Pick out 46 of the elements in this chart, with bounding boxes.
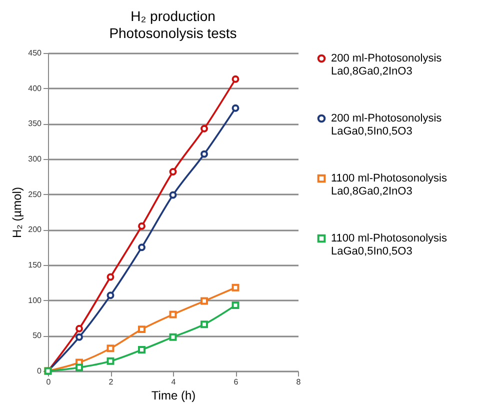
x-axis-title: Time (h) <box>151 388 196 402</box>
y-tick-label: 150 <box>28 260 42 270</box>
y-tick-label: 100 <box>28 296 42 305</box>
point <box>169 191 177 199</box>
point <box>232 302 240 310</box>
y-tick-label: 0 <box>37 366 42 376</box>
y-axis-title: H₂ (µmol) <box>10 187 24 238</box>
x-tick-label: 6 <box>234 378 239 386</box>
point <box>232 284 240 292</box>
point <box>106 273 114 281</box>
x-tick-label: 2 <box>108 378 114 386</box>
point <box>200 124 208 132</box>
point <box>232 75 240 83</box>
point <box>169 168 177 176</box>
legend-label: 200 ml-Photosonolysis La0,8Ga0,2InO3 <box>331 52 442 78</box>
point <box>232 104 240 112</box>
point <box>138 244 146 252</box>
x-tick-label: 0 <box>46 378 52 386</box>
chart-title: H₂ production <box>130 8 216 24</box>
point <box>76 333 83 341</box>
y-tick-label: 350 <box>28 119 42 128</box>
chart-subtitle: Photosonolysis tests <box>109 25 237 41</box>
point <box>200 297 208 305</box>
point <box>138 326 146 334</box>
point <box>106 344 114 352</box>
point <box>169 333 177 341</box>
point <box>200 150 208 158</box>
x-tick-label: 4 <box>171 378 176 386</box>
point <box>106 292 114 300</box>
legend-label: 1100 ml-Photosonolysis LaGa0,5In0,5O3 <box>331 232 448 258</box>
y-tick-label: 250 <box>28 190 42 199</box>
y-tick-label: 450 <box>28 48 42 58</box>
y-tick-label: 300 <box>28 154 42 164</box>
point <box>76 364 83 372</box>
y-tick-label: 400 <box>28 84 42 93</box>
legend-label: 1100 ml-Photosonolysis La0,8Ga0,2InO3 <box>331 172 448 198</box>
point <box>200 320 208 328</box>
y-tick-label: 50 <box>32 331 42 340</box>
legend-label: 200 ml-Photosonolysis LaGa0,5In0,5O3 <box>331 112 442 138</box>
point <box>138 222 146 230</box>
y-tick-label: 200 <box>28 225 42 234</box>
point <box>106 357 114 365</box>
point <box>138 346 146 354</box>
point <box>169 310 177 318</box>
x-tick-label: 8 <box>296 378 302 386</box>
point <box>76 324 83 332</box>
